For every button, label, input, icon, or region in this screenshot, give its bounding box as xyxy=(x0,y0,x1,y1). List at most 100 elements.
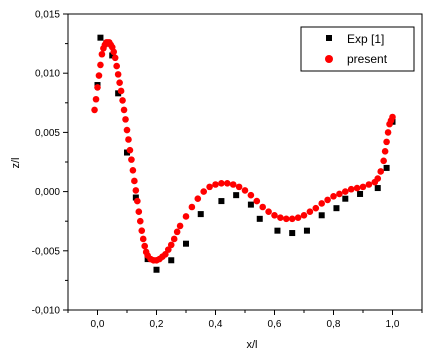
legend-marker-exp xyxy=(326,35,332,41)
data-point-circle xyxy=(194,195,202,203)
data-point-circle xyxy=(95,72,103,79)
data-point-circle xyxy=(92,95,100,103)
x-tick-label: 0,4 xyxy=(209,319,223,330)
data-point-square xyxy=(274,227,281,234)
data-point-circle xyxy=(347,185,355,193)
y-tick-label: 0,005 xyxy=(35,128,60,139)
data-point-circle xyxy=(170,235,178,243)
data-point-circle xyxy=(206,183,213,191)
data-point-square xyxy=(183,240,189,247)
data-point-circle xyxy=(113,62,120,70)
data-point-circle xyxy=(94,84,101,91)
data-point-circle xyxy=(176,222,184,230)
data-point-circle xyxy=(253,197,261,205)
data-point-square xyxy=(132,194,139,201)
data-point-circle xyxy=(283,215,290,223)
data-point-circle xyxy=(110,48,118,56)
data-point-circle xyxy=(165,246,172,253)
data-point-circle xyxy=(111,54,119,62)
data-point-circle xyxy=(114,71,122,78)
data-point-circle xyxy=(259,203,267,211)
data-point-circle xyxy=(132,187,140,194)
data-point-circle xyxy=(120,106,128,114)
data-point-circle xyxy=(374,175,382,182)
x-tick-label: 0,0 xyxy=(91,319,105,330)
data-point-square xyxy=(97,34,104,41)
data-point-circle xyxy=(188,203,196,211)
data-point-square xyxy=(342,195,349,202)
x-tick-label: 0,8 xyxy=(327,319,341,330)
data-point-circle xyxy=(135,208,143,216)
data-point-circle xyxy=(336,190,343,198)
data-series xyxy=(91,34,396,273)
data-point-circle xyxy=(306,208,314,216)
x-axis: 0,0 0,2 0,4 0,6 0,8 1,0 xyxy=(67,310,423,330)
data-point-circle xyxy=(342,188,349,195)
y-axis: -0,010 -0,005 0,000 0,005 0,010 0,015 xyxy=(32,10,68,317)
data-point-square xyxy=(115,90,122,97)
data-point-circle xyxy=(139,235,147,243)
data-point-circle xyxy=(123,126,131,134)
data-point-square xyxy=(233,192,240,199)
y-axis-title: z/l xyxy=(10,158,22,169)
data-point-circle xyxy=(200,188,207,195)
data-point-circle xyxy=(318,200,326,207)
data-point-circle xyxy=(384,129,392,136)
data-point-circle xyxy=(277,214,284,221)
data-point-circle xyxy=(229,181,237,188)
data-point-circle xyxy=(294,214,302,221)
data-point-square xyxy=(247,201,254,208)
data-point-circle xyxy=(126,146,134,154)
data-point-square xyxy=(383,164,390,171)
data-point-circle xyxy=(383,138,390,146)
data-point-circle xyxy=(91,106,98,114)
x-tick-label: 0,2 xyxy=(150,319,164,330)
data-point-square xyxy=(303,227,310,234)
data-point-circle xyxy=(377,168,385,175)
data-point-circle xyxy=(353,184,361,192)
data-point-circle xyxy=(389,113,396,121)
data-point-square xyxy=(124,149,130,156)
data-point-circle xyxy=(324,196,331,204)
y-tick-label: -0,005 xyxy=(32,246,61,257)
legend-box xyxy=(300,26,415,72)
data-point-circle xyxy=(173,228,181,236)
data-point-square xyxy=(168,257,175,264)
data-point-square xyxy=(218,198,225,205)
data-point-circle xyxy=(128,156,135,163)
x-tick-label: 0,6 xyxy=(268,319,282,330)
data-point-square xyxy=(289,230,296,237)
data-point-circle xyxy=(119,97,126,104)
data-point-circle xyxy=(131,177,138,185)
data-point-square xyxy=(109,52,116,59)
data-point-circle xyxy=(365,181,373,188)
data-point-circle xyxy=(265,208,272,216)
data-point-circle xyxy=(312,204,320,212)
data-point-circle xyxy=(116,79,123,86)
data-point-square xyxy=(256,215,263,222)
y-tick-label: 0,015 xyxy=(35,10,60,21)
data-point-square xyxy=(153,266,160,273)
data-point-circle xyxy=(182,213,190,220)
data-point-circle xyxy=(224,180,231,187)
data-point-circle xyxy=(136,217,144,225)
data-point-circle xyxy=(218,180,225,187)
legend-label-present: present xyxy=(347,52,388,66)
data-point-circle xyxy=(288,215,296,223)
data-point-circle xyxy=(247,191,255,199)
legend-marker-present xyxy=(325,55,333,63)
data-point-square xyxy=(197,211,204,218)
data-point-circle xyxy=(97,61,104,69)
data-point-square xyxy=(318,212,325,219)
y-tick-label: 0,010 xyxy=(35,69,60,80)
series-exp xyxy=(94,34,396,273)
data-point-circle xyxy=(212,181,219,188)
data-point-circle xyxy=(271,211,278,219)
data-point-square xyxy=(333,205,340,212)
legend-label-exp: Exp [1] xyxy=(347,32,384,46)
data-point-circle xyxy=(381,148,389,155)
data-point-circle xyxy=(125,136,132,143)
data-point-circle xyxy=(330,193,337,200)
x-tick-label: 1,0 xyxy=(386,319,400,330)
